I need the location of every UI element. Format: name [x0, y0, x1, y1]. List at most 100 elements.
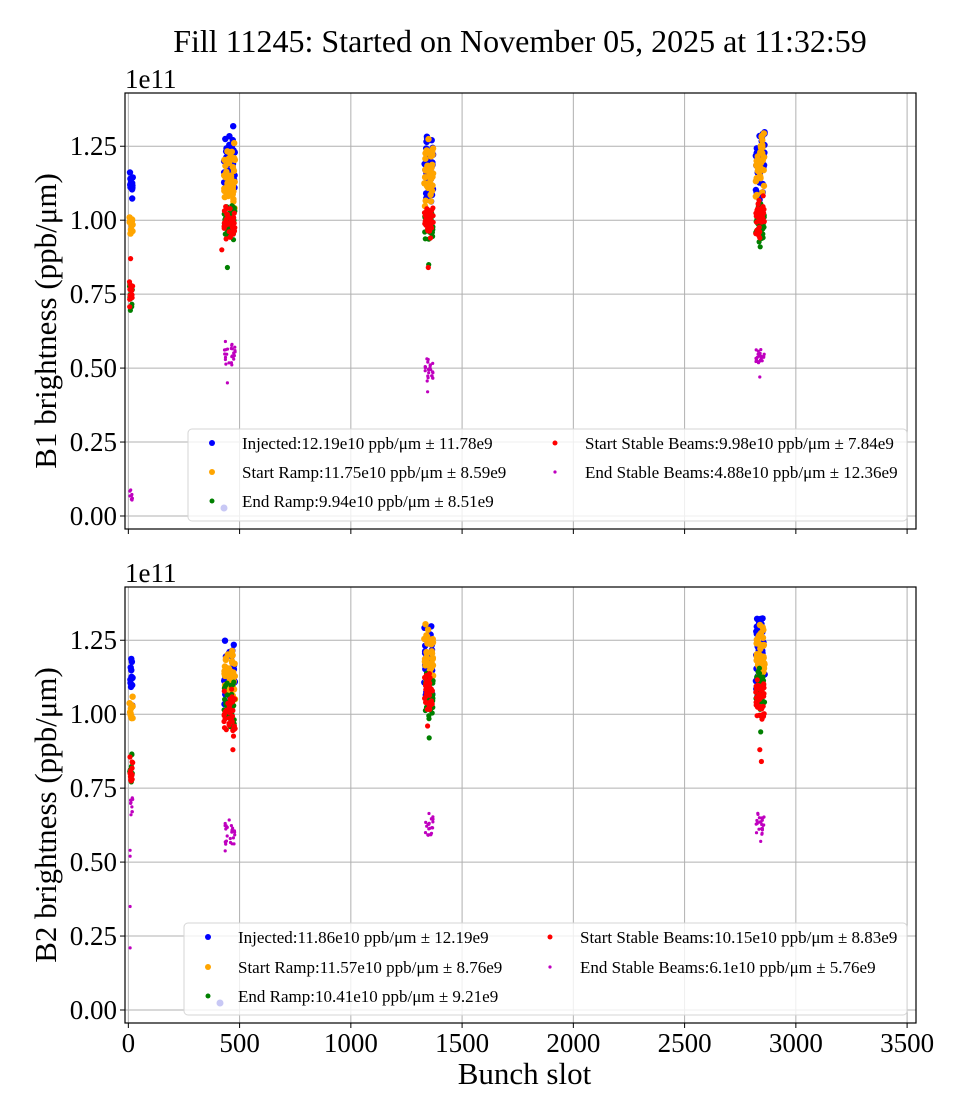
- data-point: [423, 650, 431, 657]
- data-point: [762, 823, 766, 827]
- data-point: [223, 355, 228, 359]
- data-point: [760, 713, 767, 720]
- data-point: [426, 390, 430, 394]
- legend-marker: [209, 469, 215, 475]
- legend-box: [187, 428, 908, 522]
- y-axis-label: B1 brightness (ppb/μm): [28, 173, 63, 469]
- data-point: [425, 379, 429, 383]
- data-point: [229, 824, 233, 828]
- data-point: [221, 193, 228, 201]
- data-point: [754, 831, 759, 835]
- scatter-points: [126, 615, 768, 950]
- y-tick-label: 1.00: [70, 699, 117, 729]
- data-point: [129, 813, 133, 817]
- data-point: [231, 355, 235, 359]
- data-point: [752, 193, 759, 200]
- data-point: [756, 361, 761, 365]
- data-point: [760, 166, 767, 174]
- data-point: [226, 715, 232, 721]
- data-point: [221, 725, 228, 731]
- data-point: [131, 797, 135, 802]
- data-point: [428, 826, 432, 830]
- data-point: [127, 286, 133, 292]
- data-point: [227, 818, 231, 822]
- legend-marker: [205, 934, 211, 940]
- data-point: [431, 370, 435, 374]
- data-point: [230, 747, 236, 753]
- data-point: [223, 707, 230, 713]
- legend-entry-injected: Injected:11.86e10 ppb/μm ± 12.19e9: [205, 928, 489, 947]
- data-point: [426, 735, 432, 741]
- data-point: [424, 684, 430, 690]
- data-point: [753, 702, 760, 708]
- data-point: [429, 832, 433, 836]
- x-tick-label: 0: [122, 1028, 136, 1058]
- data-point: [228, 836, 232, 841]
- data-point: [228, 840, 233, 845]
- legend-entry-injected: Injected:12.19e10 ppb/μm ± 11.78e9: [209, 434, 493, 453]
- data-point: [757, 816, 762, 820]
- data-point: [754, 713, 760, 719]
- data-point: [422, 674, 428, 681]
- data-point: [233, 833, 237, 837]
- data-point: [421, 658, 429, 665]
- data-point: [424, 214, 431, 220]
- data-point: [429, 161, 436, 168]
- data-point: [756, 349, 760, 353]
- data-point: [127, 754, 133, 760]
- data-point: [221, 187, 228, 195]
- data-point: [222, 348, 227, 352]
- data-point: [230, 196, 237, 203]
- data-point: [761, 816, 765, 820]
- data-point: [232, 842, 236, 846]
- data-point: [223, 682, 229, 689]
- data-point: [233, 345, 237, 349]
- data-point: [423, 366, 427, 370]
- data-point: [423, 693, 429, 700]
- data-point: [427, 198, 435, 205]
- legend-marker: [547, 934, 553, 940]
- data-point: [428, 182, 435, 189]
- data-point: [222, 656, 229, 663]
- data-point: [228, 658, 236, 665]
- legend-label: End Ramp:9.94e10 ppb/μm ± 8.51e9: [242, 492, 494, 511]
- data-point: [227, 361, 231, 365]
- y-tick-label: 0.00: [70, 995, 117, 1025]
- data-point: [233, 350, 237, 354]
- data-point: [128, 675, 135, 682]
- x-tick-label: 2500: [658, 1028, 712, 1058]
- data-point: [431, 820, 435, 824]
- legend: Injected:12.19e10 ppb/μm ± 11.78e9 Start…: [187, 428, 908, 522]
- data-point: [225, 352, 229, 356]
- data-point: [760, 641, 768, 649]
- data-point: [422, 621, 429, 628]
- series-end-stable-beams: [128, 796, 766, 950]
- data-point: [226, 229, 232, 235]
- legend: Injected:11.86e10 ppb/μm ± 12.19e9 Start…: [183, 922, 908, 1016]
- data-point: [128, 292, 134, 298]
- y-tick-label: 0.00: [70, 501, 117, 531]
- data-point: [230, 154, 238, 162]
- data-point: [128, 667, 135, 674]
- data-point: [424, 633, 431, 641]
- scatter-points: [126, 123, 768, 502]
- data-point: [427, 822, 431, 826]
- data-point: [761, 661, 768, 668]
- plot-frame: [124, 92, 917, 530]
- data-point: [223, 204, 229, 210]
- data-point: [225, 347, 230, 351]
- y-tick-label: 0.25: [70, 921, 117, 951]
- data-point: [429, 225, 435, 231]
- y-offset-label: 1e11: [125, 64, 176, 94]
- data-point: [428, 664, 435, 672]
- legend-label: End Ramp:10.41e10 ppb/μm ± 9.21e9: [238, 987, 498, 1006]
- data-point: [128, 854, 132, 858]
- y-tick-label: 0.25: [70, 427, 117, 457]
- series-start-ramp: [126, 621, 768, 722]
- data-point: [223, 339, 227, 344]
- data-point: [232, 726, 238, 732]
- legend-entry-end-ramp: End Ramp:9.94e10 ppb/μm ± 8.51e9: [209, 492, 494, 511]
- data-point: [759, 624, 766, 631]
- data-point: [222, 231, 228, 237]
